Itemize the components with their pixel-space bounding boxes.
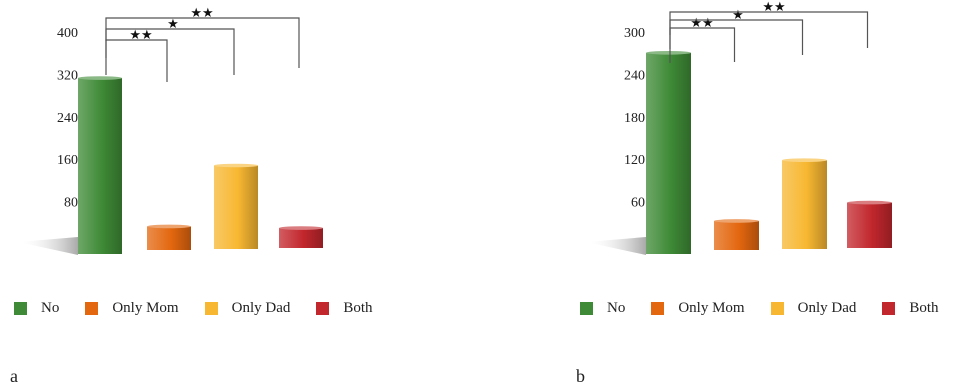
bar-only-dad [214, 165, 258, 249]
y-tick-label: 320 [57, 68, 78, 83]
bar-top-no [646, 50, 691, 55]
legend-label-both: Both [343, 300, 373, 316]
legend-a: No Only Mom Only Dad Both [14, 300, 399, 317]
bar-both [279, 228, 323, 248]
legend-swatch-both [316, 302, 330, 315]
chart-panel-b: 60 120 180 240 300 ★★ ★ ★★ No Only Mom Only Dad… [568, 0, 968, 392]
floor-shadow [18, 237, 78, 255]
significance-label-only-dad: ★ [732, 7, 744, 22]
floor-shadow [586, 237, 646, 255]
significance-bracket-only-mom [105, 39, 168, 82]
bar-top-only-mom [147, 224, 191, 229]
bar-top-both [279, 226, 323, 230]
significance-label-only-dad: ★ [167, 16, 179, 31]
panel-label-b: b [576, 366, 585, 386]
legend-label-no: No [41, 300, 60, 316]
y-tick-label: 120 [624, 153, 645, 168]
legend-label-both: Both [909, 300, 939, 316]
y-tick-label: 180 [624, 111, 645, 126]
legend-label-only-dad: Only Dad [231, 300, 291, 316]
legend-item-only-mom: Only Mom [651, 300, 745, 317]
y-tick-label: 60 [631, 196, 645, 211]
bar-only-mom [714, 220, 759, 250]
bar-top-only-dad [214, 163, 258, 168]
significance-bracket-only-dad [105, 28, 235, 75]
bar-top-only-mom [714, 219, 759, 223]
y-tick-label: 80 [64, 196, 78, 211]
y-tick-label: 240 [57, 111, 78, 126]
legend-swatch-no [14, 302, 27, 315]
bar-top-only-dad [782, 158, 827, 162]
legend-item-only-dad: Only Dad [204, 300, 291, 317]
panel-label-a: a [10, 366, 18, 386]
y-tick-label: 400 [57, 26, 78, 41]
significance-label-only-mom: ★★ [690, 15, 713, 30]
significance-label-only-mom: ★★ [129, 27, 152, 42]
bar-no [646, 52, 691, 254]
legend-swatch-only-mom [651, 302, 665, 315]
bar-only-dad [782, 160, 827, 249]
chart-panel-a: 80 160 240 320 400 ★★ ★ ★★ No Only Mom Only Dad… [0, 0, 480, 392]
y-tick-label: 300 [624, 26, 645, 41]
legend-label-only-dad: Only Dad [797, 300, 857, 316]
legend-label-no: No [607, 300, 626, 316]
significance-bracket-both [669, 11, 869, 48]
legend-item-both: Both [882, 300, 939, 317]
significance-bracket-both [105, 17, 300, 68]
legend-item-both: Both [316, 300, 373, 317]
legend-swatch-no [580, 302, 593, 315]
legend-swatch-only-dad [204, 302, 218, 315]
legend-swatch-only-dad [770, 302, 784, 315]
legend-label-only-mom: Only Mom [112, 300, 179, 316]
legend-item-no: No [14, 300, 59, 317]
legend-b: No Only Mom Only Dad Both [580, 300, 939, 317]
y-tick-label: 160 [57, 153, 78, 168]
legend-item-no: No [580, 300, 625, 317]
legend-label-only-mom: Only Mom [678, 300, 745, 316]
bar-top-both [847, 200, 892, 205]
legend-item-only-dad: Only Dad [770, 300, 857, 317]
bar-top-no [78, 76, 122, 80]
bar-no [78, 78, 122, 254]
legend-swatch-both [882, 302, 896, 315]
legend-swatch-only-mom [85, 302, 99, 315]
y-tick-label: 240 [624, 68, 645, 83]
legend-item-only-mom: Only Mom [85, 300, 179, 317]
bar-both [847, 202, 892, 248]
bar-only-mom [147, 226, 191, 250]
significance-label-both: ★★ [762, 0, 785, 14]
significance-label-both: ★★ [190, 5, 213, 20]
